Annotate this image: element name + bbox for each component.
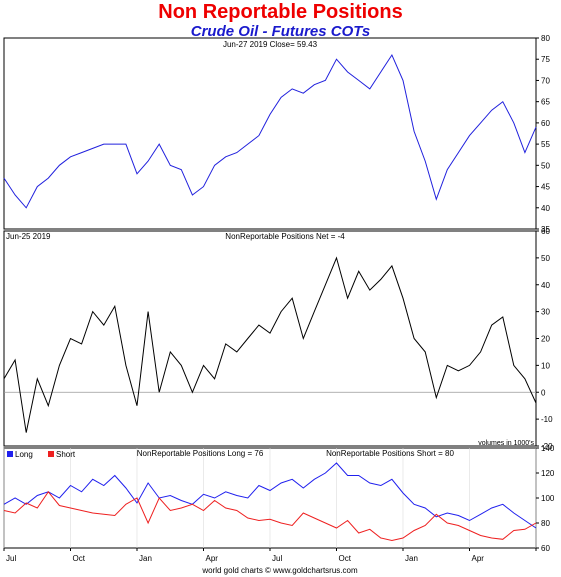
legend-short-swatch bbox=[48, 451, 54, 457]
net-value-annotation: NonReportable Positions Net = -4 bbox=[225, 232, 345, 241]
price-y-tick-label: 55 bbox=[541, 140, 550, 149]
net-panel: -20 -10 0 10 20 30 40 50 60 Jun-25 2019 NonRepor… bbox=[3, 227, 553, 451]
price-panel-frame bbox=[3, 37, 537, 230]
net-panel-frame bbox=[3, 230, 537, 447]
net-series-line bbox=[3, 256, 537, 433]
price-y-tick-label: 60 bbox=[541, 119, 550, 128]
price-y-tick-label: 70 bbox=[541, 76, 550, 85]
short-series-line bbox=[3, 490, 537, 542]
price-series-line bbox=[3, 53, 537, 209]
price-panel: 35 40 45 50 55 60 65 70 75 80 Jun-27 2019 Close= … bbox=[3, 34, 550, 234]
net-y-tick-label: -10 bbox=[541, 415, 553, 424]
x-tick-label: Apr bbox=[472, 554, 485, 563]
long-short-y-tick-label: 140 bbox=[541, 444, 555, 453]
x-tick-label: Oct bbox=[339, 554, 352, 563]
long-annotation: NonReportable Positions Long = 76 bbox=[137, 449, 264, 458]
price-y-tick-label: 45 bbox=[541, 183, 550, 192]
price-y-tick-label: 50 bbox=[541, 161, 550, 170]
long-short-y-tick-label: 100 bbox=[541, 494, 555, 503]
net-y-tick-label: 60 bbox=[541, 227, 550, 236]
net-y-tick-label: 0 bbox=[541, 388, 546, 397]
price-y-tick-label: 65 bbox=[541, 98, 550, 107]
legend-long-swatch bbox=[7, 451, 13, 457]
long-short-y-tick-label: 120 bbox=[541, 469, 555, 478]
legend-short-label: Short bbox=[56, 450, 76, 459]
price-y-axis: 35 40 45 50 55 60 65 70 75 80 bbox=[536, 34, 550, 234]
x-tick-label: Jan bbox=[139, 554, 152, 563]
x-tick-label: Jul bbox=[6, 554, 16, 563]
x-tick-label: Apr bbox=[206, 554, 219, 563]
footer-credit: world gold charts © www.goldchartsrus.co… bbox=[201, 566, 358, 575]
chart-subtitle: Crude Oil - Futures COTs bbox=[190, 23, 371, 40]
month-x-axis: Jul Oct Jan Apr Jul Oct Jan Apr bbox=[3, 548, 537, 563]
price-y-tick-label: 35 bbox=[541, 225, 550, 234]
long-short-y-axis: 60 80 100 120 140 bbox=[536, 444, 555, 553]
net-date-annotation: Jun-25 2019 bbox=[6, 232, 51, 241]
x-tick-label: Oct bbox=[73, 554, 86, 563]
volume-unit-annotation: volumes in 1000's bbox=[478, 440, 534, 447]
price-y-tick-label: 40 bbox=[541, 204, 550, 213]
net-y-tick-label: 50 bbox=[541, 254, 550, 263]
long-short-y-tick-label: 60 bbox=[541, 544, 550, 553]
net-y-tick-label: 30 bbox=[541, 308, 550, 317]
price-y-tick-label: 75 bbox=[541, 55, 550, 64]
x-tick-label: Jan bbox=[405, 554, 418, 563]
net-y-axis: -20 -10 0 10 20 30 40 50 60 bbox=[536, 227, 553, 451]
price-y-tick-label: 80 bbox=[541, 34, 550, 43]
net-y-tick-label: 10 bbox=[541, 361, 550, 370]
long-short-y-tick-label: 80 bbox=[541, 519, 550, 528]
legend-long-label: Long bbox=[15, 450, 33, 459]
net-y-tick-label: 20 bbox=[541, 335, 550, 344]
long-series-line bbox=[3, 462, 537, 529]
x-tick-label: Jul bbox=[272, 554, 282, 563]
net-y-tick-label: 40 bbox=[541, 281, 550, 290]
short-annotation: NonReportable Positions Short = 80 bbox=[326, 449, 454, 458]
chart-title: Non Reportable Positions bbox=[158, 1, 403, 23]
long-short-panel: 60 80 100 120 140 Jul Oct Jan Apr Jul Oct Jan Apr L… bbox=[3, 444, 555, 563]
price-annotation: Jun-27 2019 Close= 59.43 bbox=[223, 40, 318, 49]
net-y-tick-label: -20 bbox=[541, 442, 553, 451]
